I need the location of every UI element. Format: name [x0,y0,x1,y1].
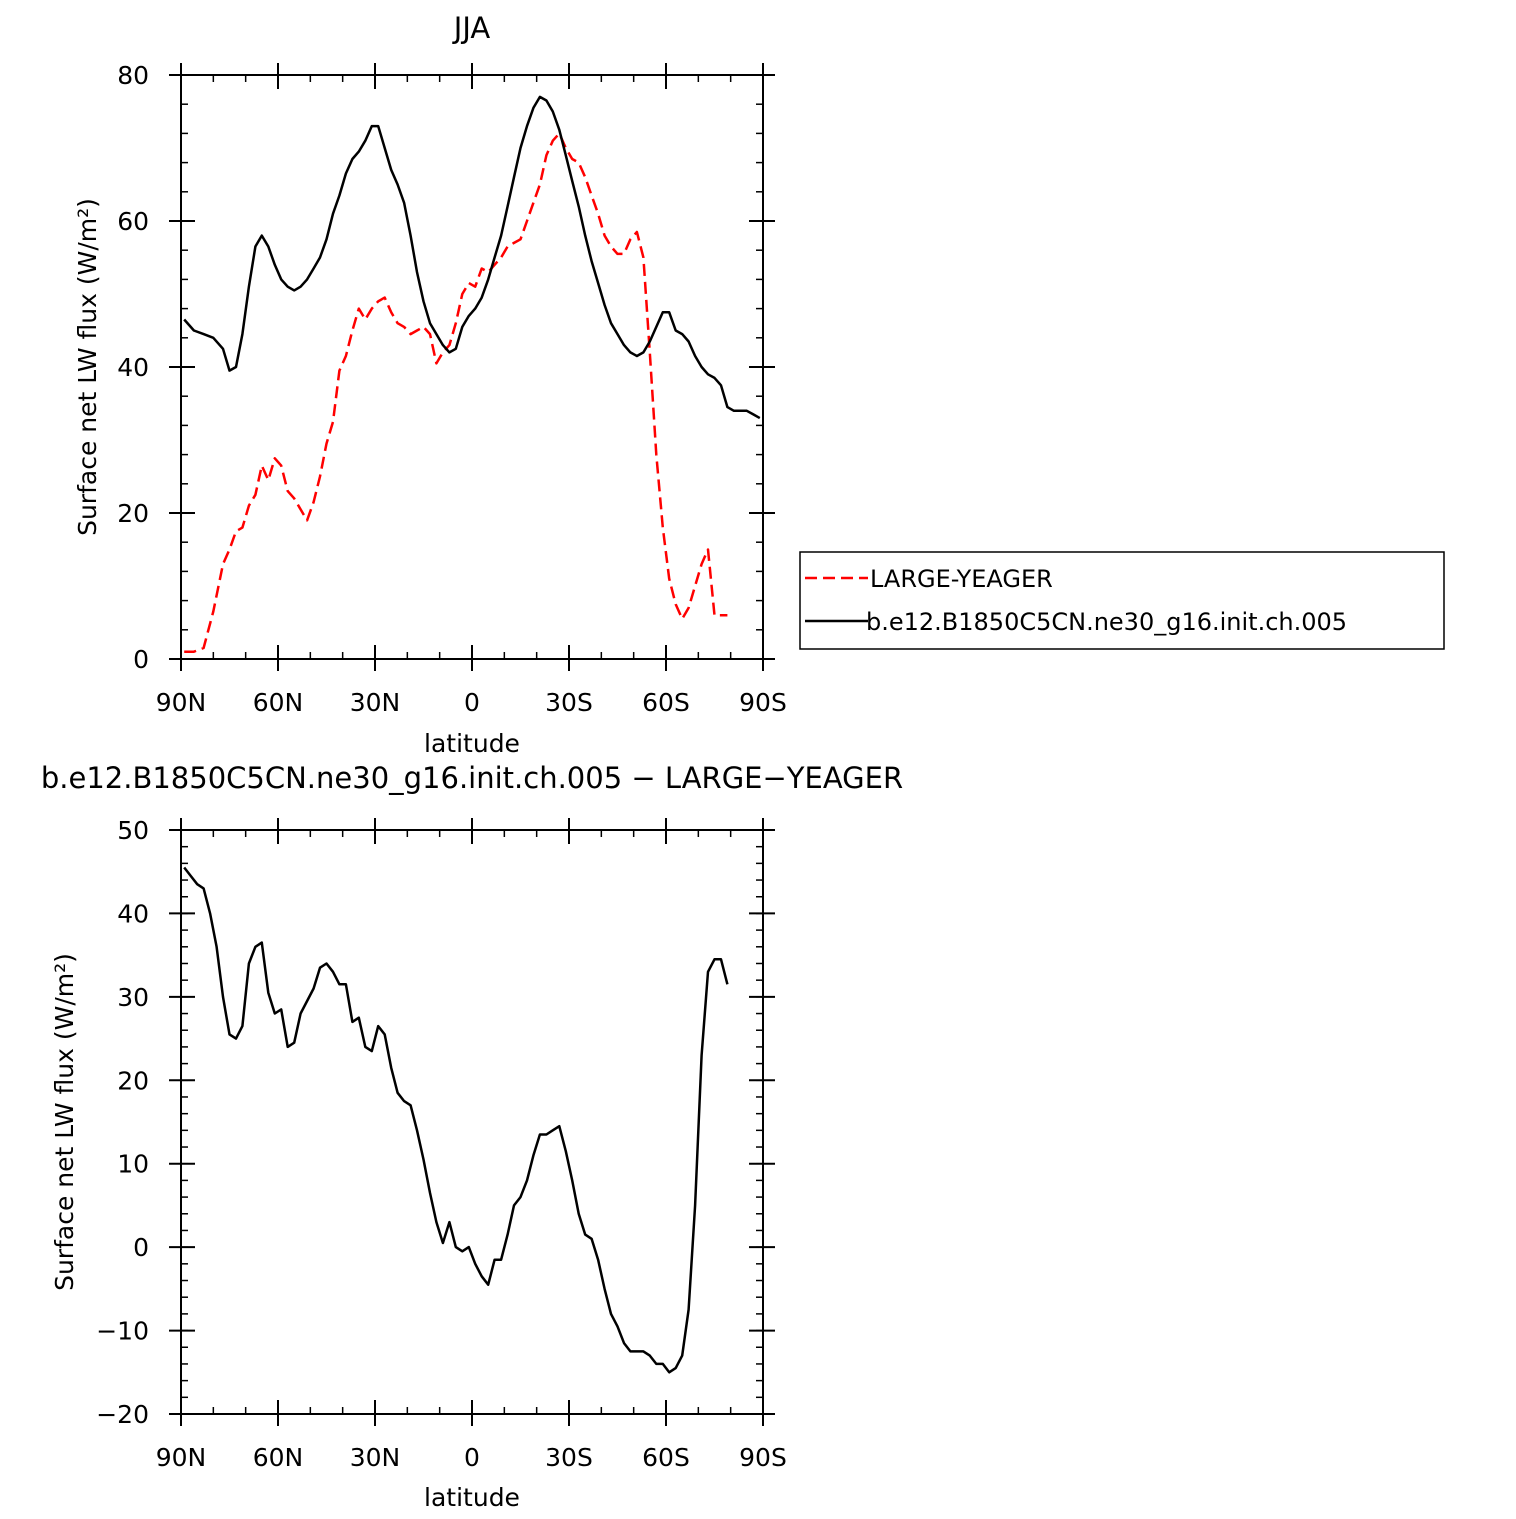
top-y-axis-label: Surface net LW flux (W/m²) [73,198,102,536]
bottom-y-axis-label: Surface net LW flux (W/m²) [50,953,79,1291]
bottom-series-group [183,866,729,1374]
top-ticks [169,63,775,671]
top-y-tick-label: 20 [117,499,149,528]
top-series-group [183,95,761,653]
bottom-x-tick-label: 30S [545,1443,593,1472]
bottom-x-tick-label: 60S [642,1443,690,1472]
bottom-x-axis-label: latitude [424,1483,520,1512]
top-y-tick-label: 0 [133,645,149,674]
bottom-x-tick-label: 30N [350,1443,401,1472]
legend: LARGE-YEAGER b.e12.B1850C5CN.ne30_g16.in… [799,551,1445,650]
bottom-x-tick-label: 0 [464,1443,480,1472]
bottom-y-tick-label: 40 [117,899,149,928]
bottom-tick-labels: 90N 60N 30N 0 30S 60S 90S −20 −10 0 10 20 30 40 50 [96,816,787,1472]
bottom-plot-frame [180,829,764,1415]
top-x-axis-label: latitude [424,729,520,758]
top-tick-labels: 90N 60N 30N 0 30S 60S 90S 0 20 40 60 80 [117,61,787,717]
bottom-y-tick-label: 10 [117,1150,149,1179]
top-series-line-1 [183,95,761,420]
legend-box [799,551,1445,650]
bottom-x-tick-label: 90S [739,1443,787,1472]
top-x-tick-label: 30S [545,688,593,717]
legend-label-model: b.e12.B1850C5CN.ne30_g16.init.ch.005 [866,608,1347,636]
top-plot-frame [180,74,764,660]
top-plot-title: JJA [452,11,491,45]
bottom-panel: b.e12.B1850C5CN.ne30_g16.init.ch.005 − L… [41,761,903,1512]
bottom-y-tick-label: 30 [117,983,149,1012]
bottom-y-tick-label: 0 [133,1233,149,1262]
legend-label-large-yeager: LARGE-YEAGER [870,565,1053,593]
bottom-x-tick-label: 90N [156,1443,207,1472]
bottom-plot-title: b.e12.B1850C5CN.ne30_g16.init.ch.005 − L… [41,761,903,795]
top-y-tick-label: 60 [117,207,149,236]
bottom-y-tick-label: 50 [117,816,149,845]
bottom-y-tick-label: 20 [117,1066,149,1095]
bottom-y-tick-label: −20 [96,1400,149,1429]
top-panel: JJA 90N 60N 30N 0 30S 60S 90S 0 20 40 60 80 latitud… [73,11,787,758]
top-x-tick-label: 90S [739,688,787,717]
top-x-tick-label: 90N [156,688,207,717]
bottom-series-line-0 [183,866,729,1374]
top-y-tick-label: 80 [117,61,149,90]
top-x-tick-label: 60S [642,688,690,717]
top-x-tick-label: 0 [464,688,480,717]
bottom-y-tick-label: −10 [96,1317,149,1346]
top-x-tick-label: 60N [253,688,304,717]
top-y-tick-label: 40 [117,353,149,382]
bottom-x-tick-label: 60N [253,1443,304,1472]
top-series-line-0 [184,132,728,653]
top-x-tick-label: 30N [350,688,401,717]
